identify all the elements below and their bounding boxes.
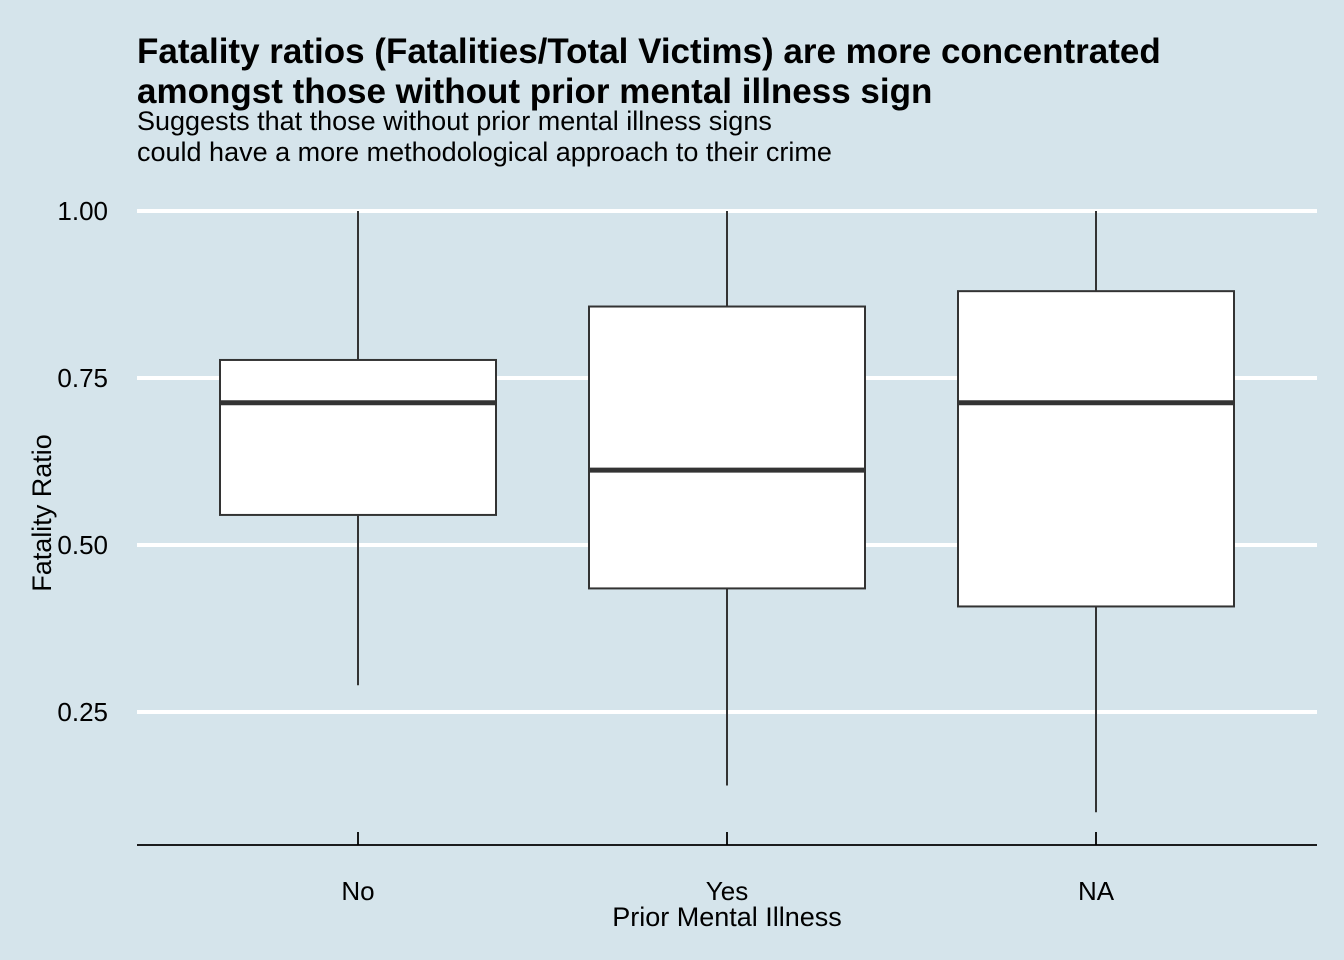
x-tick-label-yes: Yes bbox=[706, 876, 748, 906]
x-tick-label-no: No bbox=[341, 876, 374, 906]
y-axis: 0.25 0.50 0.75 1.00 bbox=[57, 196, 108, 727]
x-tick-label-na: NA bbox=[1078, 876, 1115, 906]
boxes bbox=[219, 211, 1235, 813]
y-tick-label: 0.75 bbox=[57, 363, 108, 393]
chart-title-line-2: amongst those without prior mental illne… bbox=[137, 72, 932, 111]
x-axis: No Yes NA bbox=[137, 832, 1317, 906]
chart-title-line-1: Fatality ratios (Fatalities/Total Victim… bbox=[137, 32, 1161, 71]
chart-subtitle-line-2: could have a more methodological approac… bbox=[137, 137, 832, 167]
y-tick-label: 0.25 bbox=[57, 697, 108, 727]
box-no bbox=[219, 211, 497, 686]
y-tick-label: 0.50 bbox=[57, 530, 108, 560]
box-rect bbox=[957, 290, 1235, 608]
y-axis-title: Fatality Ratio bbox=[27, 434, 57, 592]
x-axis-title: Prior Mental Illness bbox=[612, 902, 842, 932]
chart-subtitle-line-1: Suggests that those without prior mental… bbox=[137, 106, 772, 136]
box-na bbox=[957, 211, 1235, 813]
box-rect bbox=[588, 305, 866, 590]
y-tick-label: 1.00 bbox=[57, 196, 108, 226]
box-rect bbox=[219, 358, 497, 516]
box-yes bbox=[588, 211, 866, 786]
